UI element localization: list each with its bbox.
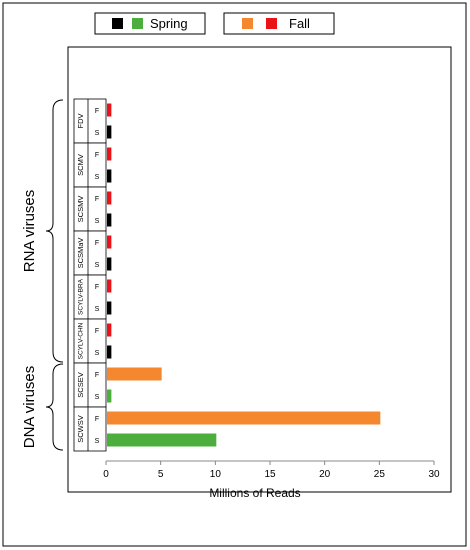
virus-label: SCMV xyxy=(76,154,85,176)
season-label: F xyxy=(95,328,99,335)
x-axis-label: Millions of Reads xyxy=(209,486,300,500)
legend-label-spring: Spring xyxy=(150,16,188,31)
plot-frame xyxy=(67,46,452,493)
bar-fall-scmv xyxy=(107,147,112,161)
bar-fall-scsmav xyxy=(107,235,112,249)
row-labels: FDV F S SCMV F S SCSMV F S SCSMaV F S SCYLV-BRA F S SCY… xyxy=(73,98,107,452)
bar-spring-scsmv xyxy=(107,213,112,227)
bar-fall-scwsv xyxy=(107,411,381,425)
virus-label-box xyxy=(73,186,107,232)
virus-label: SCWSV xyxy=(76,415,85,443)
x-tick-label: 30 xyxy=(428,469,440,480)
legend-box-fall xyxy=(223,12,335,35)
virus-label-box xyxy=(73,274,107,320)
bar-spring-fdv xyxy=(107,125,112,139)
season-label: F xyxy=(95,240,99,247)
bar-spring-scmv xyxy=(107,169,112,183)
group-label: DNA viruses xyxy=(21,366,38,449)
bar-fall-scsev xyxy=(107,367,162,381)
season-label: S xyxy=(95,306,100,313)
legend-swatch-fall-dark xyxy=(266,18,277,29)
bar-spring-scwsv xyxy=(107,433,217,447)
season-label: S xyxy=(95,174,100,181)
virus-label: SCSMV xyxy=(76,196,85,223)
bar-fall-scsmv xyxy=(107,191,112,205)
x-tick-label: 5 xyxy=(158,469,164,480)
legend-label-fall: Fall xyxy=(289,16,310,31)
bar-spring-scylv-chn xyxy=(107,345,112,359)
season-label: S xyxy=(95,262,100,269)
virus-label-box xyxy=(73,142,107,188)
x-tick-label: 20 xyxy=(319,469,331,480)
season-label: S xyxy=(95,218,100,225)
virus-label-box xyxy=(73,406,107,452)
virus-label: FDV xyxy=(76,114,85,129)
virus-label-box xyxy=(73,318,107,364)
legend-swatch-spring-dark xyxy=(112,18,123,29)
season-label: F xyxy=(95,196,99,203)
bars xyxy=(107,103,381,447)
bar-spring-scsev xyxy=(107,389,112,403)
x-tick-label: 25 xyxy=(374,469,386,480)
season-label: F xyxy=(95,152,99,159)
virus-label-box xyxy=(73,362,107,408)
group-brackets: RNA viruses DNA viruses xyxy=(21,99,64,451)
season-label: S xyxy=(95,438,100,445)
x-axis-ticks: 0 5 10 15 20 25 30 xyxy=(103,461,440,480)
bar-fall-scylv-bra xyxy=(107,279,112,293)
bar-spring-scsmav xyxy=(107,257,112,271)
group-bracket xyxy=(45,99,64,363)
legend: Spring Fall xyxy=(94,12,335,35)
x-tick-label: 10 xyxy=(210,469,222,480)
season-label: F xyxy=(95,372,99,379)
x-tick-label: 0 xyxy=(103,469,109,480)
x-tick-label: 15 xyxy=(264,469,276,480)
bar-fall-scylv-chn xyxy=(107,323,112,337)
season-label: F xyxy=(95,108,99,115)
bar-spring-scylv-bra xyxy=(107,301,112,315)
season-label: F xyxy=(95,416,99,423)
group-label: RNA viruses xyxy=(21,190,38,273)
virus-label-box xyxy=(73,230,107,276)
legend-swatch-fall-light xyxy=(242,18,253,29)
virus-label: SCSMaV xyxy=(76,238,85,269)
virus-label: SCYLV-CHN xyxy=(78,322,85,359)
season-label: S xyxy=(95,130,100,137)
season-label: S xyxy=(95,394,100,401)
virus-label: SCYLV-BRA xyxy=(78,278,85,315)
season-label: S xyxy=(95,350,100,357)
virus-label: SCSEV xyxy=(76,372,85,397)
bar-fall-fdv xyxy=(107,103,112,117)
season-label: F xyxy=(95,284,99,291)
group-bracket xyxy=(45,363,64,451)
legend-swatch-spring-light xyxy=(132,18,143,29)
